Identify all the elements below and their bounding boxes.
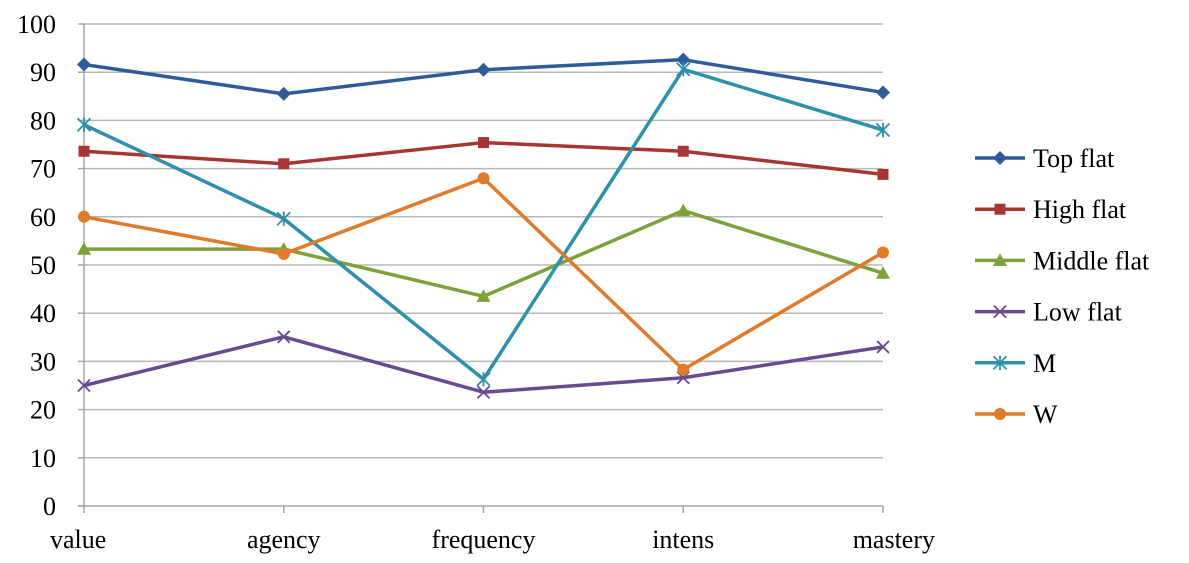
data-point bbox=[876, 266, 890, 279]
legend: Top flat High flat Middle flat Low flat MW bbox=[975, 144, 1150, 429]
data-point bbox=[676, 52, 691, 67]
y-tick-label: 80 bbox=[30, 106, 56, 135]
data-point bbox=[877, 168, 889, 180]
data-point bbox=[993, 304, 1007, 319]
y-tick-label: 50 bbox=[30, 251, 56, 280]
series-line bbox=[84, 208, 884, 299]
data-point bbox=[993, 151, 1007, 165]
series-lines bbox=[76, 52, 891, 399]
data-point bbox=[77, 242, 91, 255]
legend-item: High flat bbox=[975, 195, 1127, 224]
legend-item: W bbox=[975, 400, 1058, 429]
data-point bbox=[876, 85, 890, 100]
series-line bbox=[83, 176, 884, 372]
y-tick-label: 30 bbox=[30, 347, 56, 376]
series-high-flat bbox=[78, 137, 889, 180]
data-point bbox=[76, 117, 92, 132]
y-tick-label: 20 bbox=[30, 396, 56, 425]
y-tick-label: 40 bbox=[30, 299, 56, 328]
data-point bbox=[77, 57, 91, 72]
legend-label: W bbox=[1033, 400, 1058, 429]
data-point bbox=[476, 289, 491, 302]
series-w bbox=[78, 172, 889, 376]
x-tick-label: frequency bbox=[432, 525, 536, 554]
axes: 0 10 20 30 40 50 60 70 80 90 100 value agency frequen… bbox=[17, 10, 935, 554]
data-point bbox=[476, 372, 491, 387]
x-tick-label: agency bbox=[247, 525, 321, 554]
data-point bbox=[876, 340, 890, 354]
data-point bbox=[478, 137, 489, 149]
series-line bbox=[83, 67, 884, 381]
series-middle-flat bbox=[77, 203, 890, 302]
x-tick-label: value bbox=[50, 525, 106, 554]
data-point bbox=[676, 62, 691, 77]
y-tick-label: 100 bbox=[17, 10, 56, 39]
data-point bbox=[78, 145, 90, 157]
x-tick-label: mastery bbox=[853, 525, 935, 554]
data-point bbox=[277, 247, 290, 260]
y-tick-label: 60 bbox=[30, 203, 56, 232]
legend-label: Low flat bbox=[1033, 298, 1123, 327]
data-point bbox=[993, 253, 1007, 266]
data-point bbox=[676, 203, 691, 217]
data-point bbox=[992, 355, 1008, 370]
legend-label: Middle flat bbox=[1033, 246, 1150, 275]
y-tick-label: 90 bbox=[30, 58, 56, 87]
data-point bbox=[875, 122, 891, 138]
legend-item: Top flat bbox=[975, 144, 1115, 173]
x-tick-label: intens bbox=[652, 525, 714, 554]
data-point bbox=[994, 408, 1006, 420]
y-tick-label: 70 bbox=[30, 155, 56, 184]
legend-label: M bbox=[1033, 349, 1056, 378]
series-m bbox=[76, 62, 891, 387]
data-point bbox=[276, 86, 291, 101]
data-point bbox=[277, 330, 291, 344]
data-point bbox=[276, 211, 291, 226]
data-point bbox=[78, 210, 90, 223]
data-point bbox=[477, 172, 490, 185]
legend-item: Low flat bbox=[975, 298, 1123, 327]
data-point bbox=[476, 62, 491, 77]
data-point bbox=[994, 203, 1006, 215]
data-point bbox=[877, 246, 889, 259]
data-point bbox=[677, 363, 690, 376]
data-point bbox=[77, 378, 91, 393]
legend-label: High flat bbox=[1033, 195, 1127, 224]
series-low-flat bbox=[77, 330, 890, 399]
legend-item: Middle flat bbox=[975, 246, 1150, 275]
y-tick-label: 10 bbox=[30, 444, 56, 473]
legend-item: M bbox=[975, 349, 1056, 378]
data-point bbox=[677, 145, 689, 157]
legend-label: Top flat bbox=[1033, 144, 1115, 173]
data-point bbox=[476, 385, 491, 399]
y-tick-label: 0 bbox=[43, 492, 56, 521]
series-top-flat bbox=[77, 52, 890, 101]
data-point bbox=[278, 158, 290, 170]
